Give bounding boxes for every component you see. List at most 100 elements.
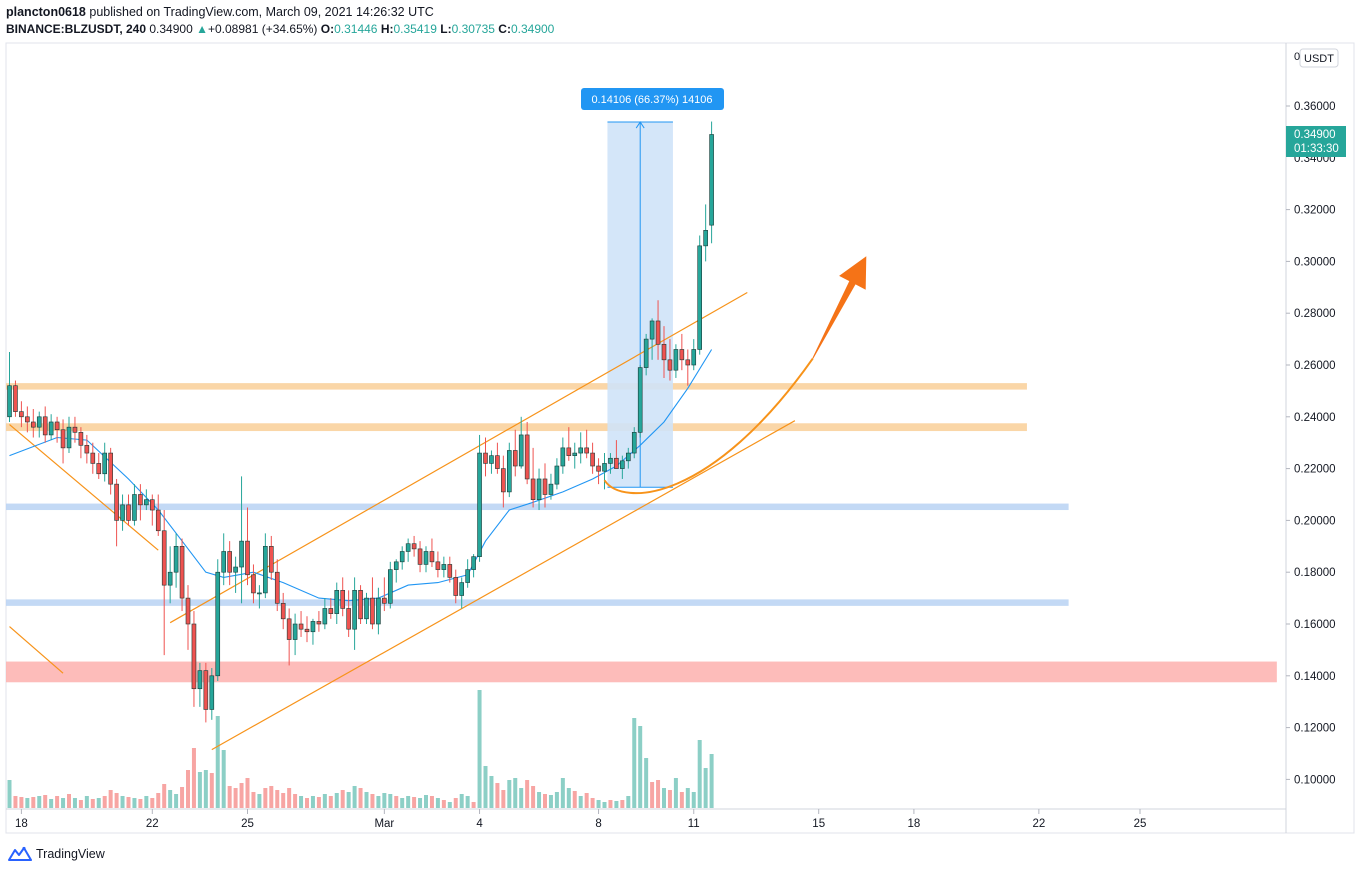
volume-bar — [90, 799, 95, 808]
volume-bar — [394, 796, 399, 808]
volume-bar — [578, 796, 583, 808]
volume-bar — [37, 796, 42, 808]
price-zone — [6, 599, 1069, 606]
volume-bar — [632, 718, 637, 808]
volume-bar — [566, 788, 571, 808]
volume-bar — [334, 793, 339, 808]
candle-body — [614, 457, 619, 469]
volume-bar — [328, 796, 333, 808]
price-tick-label: 0.20000 — [1294, 515, 1336, 527]
volume-bar — [19, 797, 24, 808]
candle-body — [631, 432, 637, 454]
candle-body — [179, 545, 185, 599]
volume-bar — [168, 790, 173, 808]
candle-body — [132, 494, 137, 521]
candle-body — [102, 452, 107, 475]
candle-body — [697, 245, 703, 350]
candle-body — [310, 621, 316, 633]
candle-body — [578, 447, 584, 454]
candle-body — [72, 426, 78, 433]
time-tick-label: 22 — [146, 818, 159, 830]
candle-body — [518, 434, 524, 467]
candle-body — [703, 230, 708, 247]
target-arrow — [812, 256, 867, 359]
candle-body — [399, 551, 405, 563]
candle-body — [60, 429, 66, 449]
time-tick-label: 8 — [595, 818, 601, 830]
candle-body — [441, 564, 447, 570]
candle-body — [405, 543, 411, 552]
volume-bar — [251, 792, 256, 808]
author-name[interactable]: plancton0618 — [6, 5, 86, 19]
price-tick-label: 0.12000 — [1294, 723, 1336, 735]
volume-bar — [156, 793, 161, 808]
volume-bar — [447, 802, 452, 808]
volume-bar — [429, 796, 434, 808]
volume-bar — [191, 748, 196, 808]
price-zone — [6, 661, 1277, 683]
candle-body — [263, 545, 268, 594]
candle-body — [643, 338, 649, 368]
candle-body — [691, 349, 697, 366]
volume-bar — [25, 798, 30, 808]
candle-body — [161, 530, 167, 586]
volume-bar — [126, 797, 131, 808]
tradingview-footer[interactable]: TradingView — [8, 846, 105, 862]
price-axis[interactable]: 0.360000.340000.320000.300000.280000.260… — [1286, 101, 1336, 786]
measure-arrow-head — [635, 121, 645, 129]
axis-top-label: 0 — [1294, 51, 1300, 63]
candle-body — [13, 385, 18, 412]
candle-body — [90, 452, 96, 464]
candle-body — [167, 571, 173, 586]
countdown-text: 01:33:30 — [1294, 143, 1339, 155]
candle-body — [286, 618, 292, 640]
volume-bar — [679, 792, 684, 808]
candle-body — [292, 623, 298, 640]
volume-bar — [263, 788, 268, 808]
volume-bar — [257, 794, 262, 808]
candle-body — [108, 452, 113, 485]
volume-bar — [590, 798, 595, 808]
projection-drawing[interactable] — [603, 256, 867, 495]
candle-body — [501, 468, 506, 493]
publish-info: published on TradingView.com, March 09, … — [85, 5, 434, 19]
symbol-label[interactable]: BINANCE:BLZUSDT, 240 — [6, 22, 147, 36]
volume-bar — [346, 792, 351, 808]
volume-bar — [697, 740, 702, 808]
volume-bar — [608, 800, 613, 808]
volume-bar — [43, 795, 48, 808]
volume-bar — [61, 798, 66, 808]
current-price-text: 0.34900 — [1294, 129, 1336, 141]
currency-button[interactable]: USDT — [1299, 48, 1339, 68]
volume-bar — [435, 798, 440, 808]
volume-bar — [102, 796, 107, 808]
candle-body — [138, 494, 143, 506]
price-tick-label: 0.26000 — [1294, 360, 1336, 372]
candle-body — [280, 602, 286, 620]
time-tick-label: Mar — [374, 818, 394, 830]
price-tick-label: 0.16000 — [1294, 619, 1336, 631]
candle-body — [48, 421, 54, 436]
candle-body — [590, 452, 595, 467]
time-tick-label: 11 — [688, 818, 700, 830]
candle-body — [233, 566, 238, 573]
price-chart[interactable]: 0.14106 (66.37%) 14106 0.360000.340000.3… — [0, 0, 1360, 840]
candle-body — [257, 592, 262, 595]
candle-body — [30, 421, 36, 428]
volume-bar — [310, 796, 315, 808]
candle-body — [334, 590, 340, 614]
trend-line — [9, 424, 159, 551]
time-tick-label: 15 — [812, 818, 825, 830]
close-label: C: — [498, 22, 511, 36]
candle-body — [191, 623, 197, 690]
candle-body — [625, 452, 631, 462]
time-axis[interactable]: 18 22 25 Mar 4 8 11 15 18 22 25 — [15, 809, 1146, 830]
candle-body — [173, 545, 179, 573]
candle-body — [542, 478, 548, 495]
volume-bar — [703, 768, 708, 808]
volume-bar — [108, 790, 113, 808]
price-tick-label: 0.36000 — [1294, 101, 1336, 113]
volume-bar — [299, 796, 304, 808]
price-zone — [6, 383, 1027, 390]
candle-body — [144, 499, 149, 506]
